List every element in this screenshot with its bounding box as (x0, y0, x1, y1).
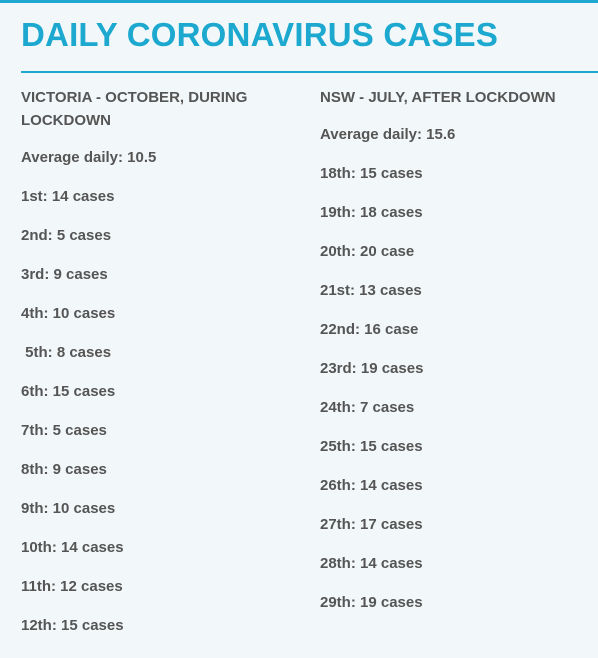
title-divider (21, 71, 598, 73)
list-item: 2nd: 5 cases (21, 227, 112, 244)
nsw-average: Average daily: 15.6 (320, 126, 456, 143)
list-item: 21st: 13 cases (320, 282, 422, 299)
nsw-daily-list: 18th: 15 cases 19th: 18 cases 20th: 20 c… (320, 164, 590, 613)
list-item: 23rd: 19 cases (320, 360, 424, 377)
list-item: 10th: 14 cases (21, 539, 124, 556)
list-item: 1st: 14 cases (21, 188, 115, 205)
victoria-column: VICTORIA - OCTOBER, DURING LOCKDOWN Aver… (21, 86, 291, 636)
list-item: 7th: 5 cases (21, 422, 107, 439)
nsw-column: NSW - JULY, AFTER LOCKDOWN Average daily… (320, 86, 590, 613)
list-item: 28th: 14 cases (320, 555, 423, 572)
list-item: 8th: 9 cases (21, 461, 107, 478)
nsw-heading: NSW - JULY, AFTER LOCKDOWN (320, 89, 556, 106)
list-item: 6th: 15 cases (21, 383, 116, 400)
top-accent-bar (0, 0, 598, 3)
victoria-daily-list: 1st: 14 cases 2nd: 5 cases 3rd: 9 cases … (21, 187, 291, 636)
list-item: 11th: 12 cases (21, 578, 123, 595)
list-item: 12th: 15 cases (21, 617, 124, 634)
list-item: 29th: 19 cases (320, 594, 423, 611)
list-item: 3rd: 9 cases (21, 266, 108, 283)
victoria-heading: VICTORIA - OCTOBER, DURING LOCKDOWN (21, 89, 248, 129)
victoria-average: Average daily: 10.5 (21, 149, 157, 166)
list-item: 20th: 20 case (320, 243, 415, 260)
list-item: 22nd: 16 case (320, 321, 419, 338)
list-item: 9th: 10 cases (21, 500, 116, 517)
list-item: 24th: 7 cases (320, 399, 415, 416)
list-item: 25th: 15 cases (320, 438, 423, 455)
list-item: 26th: 14 cases (320, 477, 423, 494)
page-title: DAILY CORONAVIRUS CASES (21, 16, 499, 53)
list-item: 5th: 8 cases (21, 344, 112, 361)
list-item: 4th: 10 cases (21, 305, 116, 322)
list-item: 27th: 17 cases (320, 516, 423, 533)
list-item: 18th: 15 cases (320, 165, 423, 182)
list-item: 19th: 18 cases (320, 204, 423, 221)
